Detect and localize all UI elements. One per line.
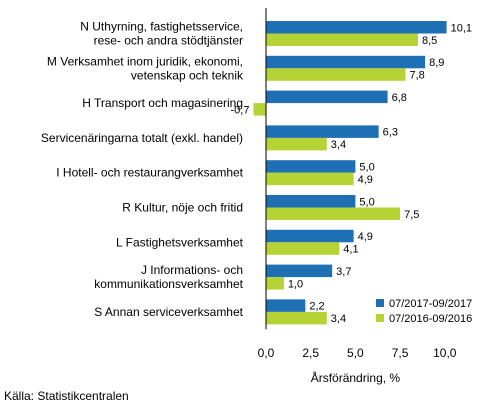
bar — [266, 207, 401, 220]
legend-label: 07/2017-09/2017 — [389, 298, 472, 310]
category-label: M Verksamhet inom juridik, ekonomi, — [47, 54, 243, 68]
bar — [253, 103, 266, 116]
x-tick-label: 2,5 — [302, 346, 319, 360]
bar — [266, 90, 388, 104]
data-label: 6,8 — [392, 92, 407, 104]
category-label: vetenskap och teknik — [131, 68, 244, 82]
source-note: Källa: Statistikcentralen — [4, 389, 129, 403]
bar — [266, 33, 418, 46]
x-tick-label: 5,0 — [347, 346, 364, 360]
data-label: 4,9 — [358, 174, 373, 186]
category-label: L Fastighetsverksamhet — [116, 235, 244, 249]
bar — [266, 242, 340, 255]
bar — [266, 299, 306, 312]
data-label: 3,4 — [331, 313, 346, 325]
category-label: rese- och andra stödtjänster — [94, 34, 243, 48]
legend-swatch — [376, 314, 384, 322]
bar — [266, 172, 354, 186]
data-label: 7,5 — [404, 209, 419, 221]
category-label: S Annan serviceverksamhet — [94, 305, 243, 319]
category-label: H Transport och magasinering — [82, 96, 243, 110]
bar — [266, 229, 354, 243]
data-label: 8,5 — [422, 35, 437, 47]
data-label: 2,2 — [309, 301, 324, 313]
data-label: -0,7 — [231, 104, 250, 116]
category-label: N Uthyrning, fastighetsservice, — [80, 20, 243, 34]
data-label: 4,1 — [343, 244, 358, 256]
legend-label: 07/2016-09/2016 — [389, 313, 472, 325]
bar — [266, 277, 284, 290]
data-label: 10,1 — [451, 22, 472, 34]
category-label: Servicenäringarna totalt (exkl. handel) — [41, 131, 243, 145]
data-label: 8,9 — [429, 57, 444, 69]
data-label: 5,0 — [359, 161, 374, 173]
data-label: 5,0 — [359, 196, 374, 208]
x-tick-label: 7,5 — [392, 346, 409, 360]
x-tick-label: 0,0 — [258, 346, 275, 360]
legend-swatch — [376, 299, 384, 307]
data-label: 4,9 — [358, 231, 373, 243]
bar — [266, 55, 426, 69]
category-label: I Hotell- och restaurangverksamhet — [56, 166, 243, 180]
data-label: 6,3 — [383, 127, 398, 139]
bar — [266, 21, 447, 34]
x-tick-label: 10,0 — [433, 346, 457, 360]
data-label: 3,4 — [331, 139, 346, 151]
bar — [266, 125, 379, 138]
bar — [266, 311, 327, 325]
category-label: kommunikationsverksamhet — [94, 277, 243, 291]
bar — [266, 160, 356, 173]
data-label: 1,0 — [288, 278, 303, 290]
category-label: R Kultur, nöje och fritid — [122, 201, 243, 215]
bar — [266, 137, 327, 151]
x-axis-title: Årsförändring, % — [311, 370, 401, 385]
category-label: J Informations- och — [141, 263, 243, 277]
data-label: 7,8 — [409, 70, 424, 82]
bar — [266, 68, 406, 81]
bar — [266, 195, 356, 208]
data-label: 3,7 — [336, 266, 351, 278]
bar — [266, 264, 333, 278]
